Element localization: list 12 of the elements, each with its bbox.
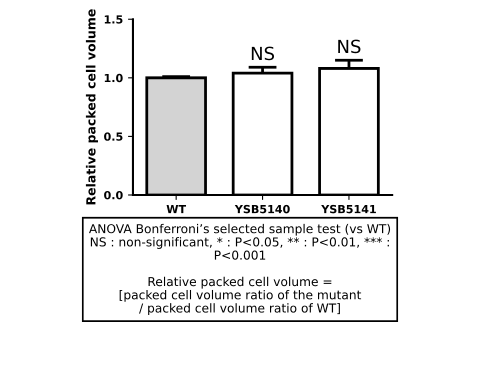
annotation: NS bbox=[252, 46, 274, 60]
y-tick-label: 1.5 bbox=[104, 15, 122, 24]
y-axis-title: Relative packed cell volume bbox=[86, 9, 98, 204]
text: Relative packed cell volume = [packed cell volume ratio of the mutant / packed cell volume ratio of WT] bbox=[120, 276, 362, 316]
x-tick-label: YSB5140 bbox=[234, 204, 290, 214]
annotation: NS bbox=[338, 40, 360, 54]
x-tick-label: YSB5141 bbox=[321, 204, 376, 214]
y-tick-label: 1.0 bbox=[104, 74, 123, 82]
y-tick-label: 0.0 bbox=[104, 190, 123, 200]
y-tick-label: 0.5 bbox=[104, 132, 122, 141]
x-tick-label: WT bbox=[166, 205, 186, 214]
text: ANOVA Bonferroni’s selected sample test (vs WT) NS : non-significant, * : P<0.05, ** : P<0.01, *** : P<0.001 bbox=[88, 224, 390, 260]
